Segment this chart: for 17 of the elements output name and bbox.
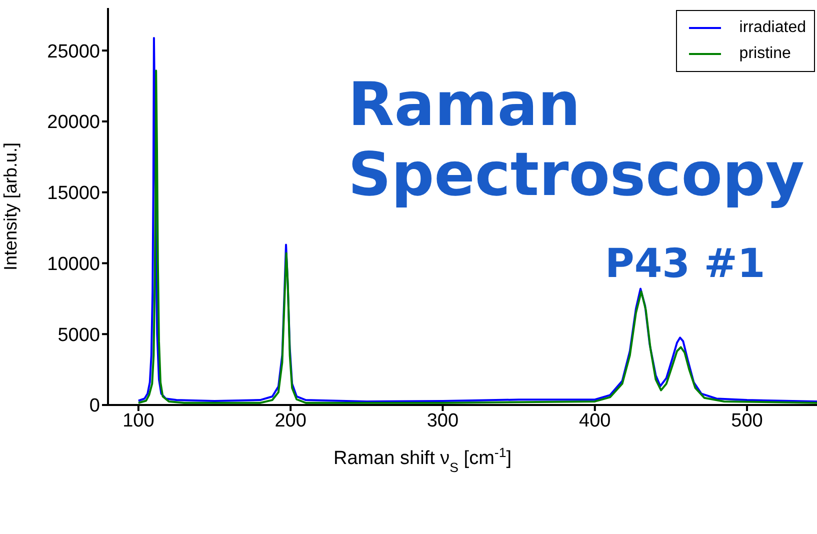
- x-axis-title: Raman shift ν$_{S}$ [cm$^{-1}$]: [333, 444, 512, 474]
- y-tick-label: 20000: [47, 112, 100, 134]
- annotation: Raman Spectroscopy: [348, 70, 806, 210]
- x-tick-label: 100: [122, 410, 154, 432]
- y-axis-title: Intensity [arb.u.]: [0, 142, 20, 271]
- annotation: P43 #1: [605, 240, 766, 288]
- y-tick-label: 10000: [47, 254, 100, 275]
- y-tick-label: 0: [89, 396, 100, 417]
- x-tick-label: 500: [731, 410, 763, 432]
- y-tick-label: 15000: [47, 183, 100, 204]
- x-tick-label: 300: [426, 410, 459, 432]
- y-tick-label: 25000: [47, 41, 100, 62]
- legend-label: irradiated: [739, 19, 806, 37]
- legend-label: pristine: [739, 45, 791, 63]
- y-tick-label: 5000: [58, 324, 100, 346]
- x-tick-label: 200: [274, 410, 306, 432]
- x-tick-label: 400: [579, 410, 611, 432]
